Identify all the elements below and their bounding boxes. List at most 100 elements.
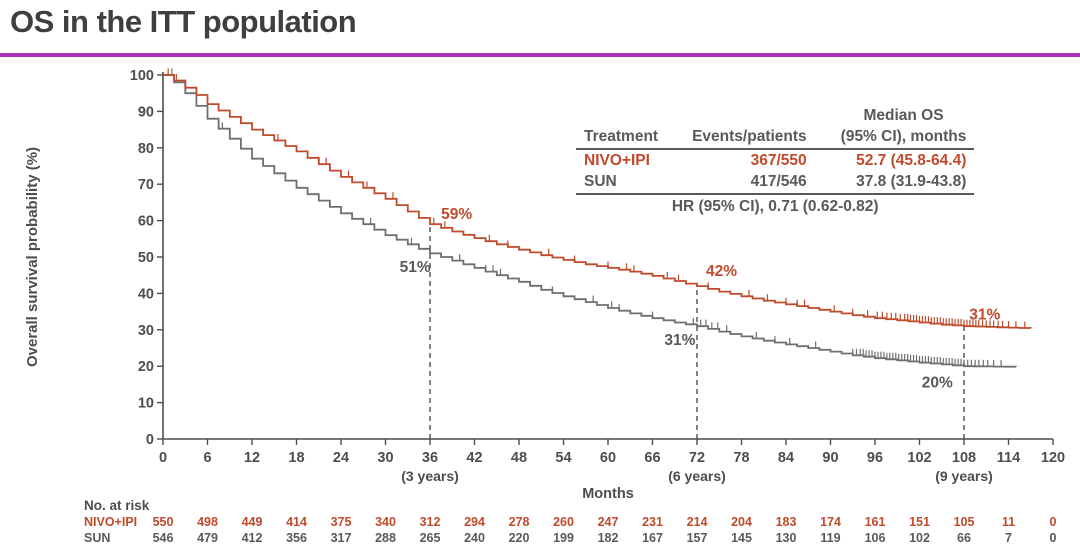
risk-count: 498 [197, 515, 218, 529]
x-milestone-label: (9 years) [935, 468, 993, 484]
risk-count: 204 [731, 515, 752, 529]
risk-count: 102 [909, 531, 930, 545]
x-tick-label: 30 [377, 450, 393, 466]
page-title: OS in the ITT population [10, 4, 357, 39]
hazard-ratio-row: HR (95% CI), 0.71 (0.62-0.82) [576, 194, 974, 217]
summary-row-nivo-ipi: NIVO+IPI 367/550 52.7 (45.8-64.4) [576, 149, 974, 171]
risk-count: 157 [687, 531, 708, 545]
x-tick-label: 96 [867, 450, 883, 466]
treatment-name: NIVO+IPI [584, 151, 650, 169]
risk-count: 265 [420, 531, 441, 545]
risk-count: 0 [1050, 531, 1057, 545]
x-tick-label: 60 [600, 450, 616, 466]
risk-count: 214 [687, 515, 708, 529]
x-tick-label: 42 [466, 450, 482, 466]
y-tick-label: 100 [130, 68, 154, 84]
x-tick-label: 102 [907, 450, 931, 466]
x-tick-label: 66 [644, 450, 660, 466]
risk-count: 550 [153, 515, 174, 529]
y-tick-label: 0 [146, 432, 154, 448]
risk-row-label: SUN [84, 531, 110, 545]
risk-count: 183 [776, 515, 797, 529]
y-tick-label: 50 [138, 250, 154, 266]
risk-count: 546 [153, 531, 174, 545]
x-axis-title: Months [582, 486, 634, 502]
risk-count: 231 [642, 515, 663, 529]
survival-pct-label: 42% [706, 263, 737, 280]
summary-row-sun: SUN 417/546 37.8 (31.9-43.8) [576, 171, 975, 195]
events-patients-value: 367/550 [750, 151, 807, 169]
survival-step-line [163, 74, 1017, 368]
y-tick-label: 30 [138, 323, 154, 339]
risk-table-title: No. at risk [84, 498, 150, 513]
x-tick-label: 18 [288, 450, 304, 466]
x-tick-label: 90 [822, 450, 838, 466]
x-tick-label: 12 [244, 450, 260, 466]
risk-count: 220 [509, 531, 530, 545]
risk-count: 288 [375, 531, 396, 545]
y-tick-label: 20 [138, 359, 154, 375]
treatment-name: SUN [576, 171, 667, 195]
risk-count: 317 [331, 531, 352, 545]
axes: 0 6 12 18 24 30 36 42 48 54 60 66 72 78 84 90 96 102 108 11… [24, 68, 1065, 502]
risk-count: 278 [509, 515, 530, 529]
x-tick-label: 108 [952, 450, 976, 466]
x-tick-label: 72 [689, 450, 705, 466]
x-tick-label: 6 [203, 450, 211, 466]
risk-count: 199 [553, 531, 574, 545]
y-tick-label: 90 [138, 104, 154, 120]
risk-count: 151 [909, 515, 930, 529]
x-milestone-label: (3 years) [401, 468, 459, 484]
survival-pct-label: 51% [400, 259, 431, 276]
risk-count: 182 [598, 531, 619, 545]
x-tick-label: 36 [422, 450, 438, 466]
risk-count: 356 [286, 531, 307, 545]
x-tick-label: 24 [333, 450, 349, 466]
median-os-value: 37.8 (31.9-43.8) [814, 171, 975, 195]
x-tick-label: 48 [511, 450, 527, 466]
risk-count: 106 [865, 531, 886, 545]
risk-count: 312 [420, 515, 441, 529]
median-os-header: Median OS [863, 107, 944, 124]
x-tick-label: 114 [997, 450, 1020, 466]
survival-pct-label: 31% [664, 332, 695, 349]
y-tick-label: 10 [138, 396, 154, 412]
treatment-col-header: Treatment [576, 126, 667, 150]
risk-count: 240 [464, 531, 485, 545]
risk-count: 0 [1050, 515, 1057, 529]
risk-count: 340 [375, 515, 396, 529]
title-accent-rule [0, 53, 1080, 57]
x-tick-label: 54 [555, 450, 571, 466]
risk-count: 161 [865, 515, 886, 529]
y-tick-label: 40 [138, 286, 154, 302]
x-tick-label: 84 [778, 450, 794, 466]
summary-header-line1: Median OS [576, 105, 974, 126]
median-os-summary-table: Median OS Treatment Events/patients (95%… [576, 105, 975, 217]
milestone-dashed-lines [429, 224, 965, 439]
risk-count: 130 [776, 531, 797, 545]
risk-count: 479 [197, 531, 218, 545]
survival-pct-label: 20% [922, 375, 953, 392]
risk-count: 7 [1005, 531, 1012, 545]
risk-count: 145 [731, 531, 752, 545]
x-tick-label: 0 [159, 450, 167, 466]
no-at-risk-table: No. at risk NIVO+IPI 550 498 449 414 375 340 312… [84, 498, 1057, 545]
risk-count: 66 [957, 531, 971, 545]
risk-row-label: NIVO+IPI [84, 515, 137, 529]
risk-count: 294 [464, 515, 485, 529]
risk-count: 375 [331, 515, 352, 529]
median-os-value: 52.7 (45.8-64.4) [856, 151, 967, 169]
risk-count: 167 [642, 531, 663, 545]
risk-count: 414 [286, 515, 307, 529]
x-tick-label: 78 [733, 450, 749, 466]
km-curve-nivo-ipi [163, 68, 1032, 329]
risk-count: 105 [954, 515, 975, 529]
events-patients-value: 417/546 [666, 171, 815, 195]
risk-count: 260 [553, 515, 574, 529]
survival-pct-label: 31% [969, 307, 1000, 324]
risk-count: 247 [598, 515, 619, 529]
y-tick-label: 70 [138, 177, 154, 193]
y-tick-label: 60 [138, 214, 154, 230]
risk-count: 412 [242, 531, 263, 545]
